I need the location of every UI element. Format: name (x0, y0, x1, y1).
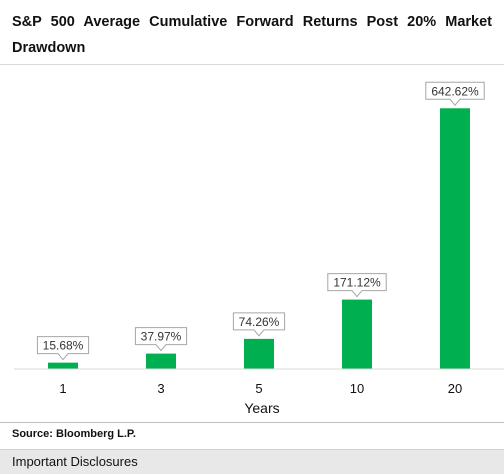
bar-5 (244, 338, 274, 369)
svg-text:171.12%: 171.12% (333, 276, 381, 290)
disclosures-bar: Important Disclosures (0, 449, 504, 474)
data-label-5: 74.26% (232, 312, 286, 337)
x-axis-title: Years (244, 400, 279, 416)
x-tick-3: 3 (157, 381, 164, 396)
svg-text:74.26%: 74.26% (239, 315, 280, 329)
bar-1 (48, 362, 78, 369)
bar-chart: 1 3 5 10 20 15.68% 37.97% 74.26% 171.12% 642.62%… (14, 81, 504, 416)
chart-title: S&P 500 Average Cumulative Forward Retur… (12, 14, 492, 56)
data-label-1: 15.68% (36, 336, 90, 361)
svg-text:37.97%: 37.97% (141, 330, 182, 344)
data-labels: 15.68% 37.97% 74.26% 171.12% 642.62% (36, 81, 485, 361)
bar-20 (440, 108, 470, 370)
bar-10 (342, 299, 372, 369)
x-tick-10: 10 (350, 381, 364, 396)
data-label-20: 642.62% (425, 81, 485, 107)
svg-text:642.62%: 642.62% (431, 84, 479, 98)
source-note: Source: Bloomberg L.P. (12, 428, 136, 440)
data-label-10: 171.12% (327, 273, 387, 298)
bars-group (48, 108, 470, 370)
title-divider (0, 64, 504, 65)
x-tick-5: 5 (255, 381, 262, 396)
x-tick-1: 1 (59, 381, 66, 396)
x-tick-20: 20 (448, 381, 462, 396)
svg-text:15.68%: 15.68% (43, 339, 84, 353)
x-tick-labels: 1 3 5 10 20 (59, 381, 462, 396)
data-label-3: 37.97% (134, 327, 188, 352)
bar-3 (146, 353, 176, 369)
important-disclosures-link[interactable]: Important Disclosures (12, 454, 138, 469)
source-divider (0, 422, 504, 423)
